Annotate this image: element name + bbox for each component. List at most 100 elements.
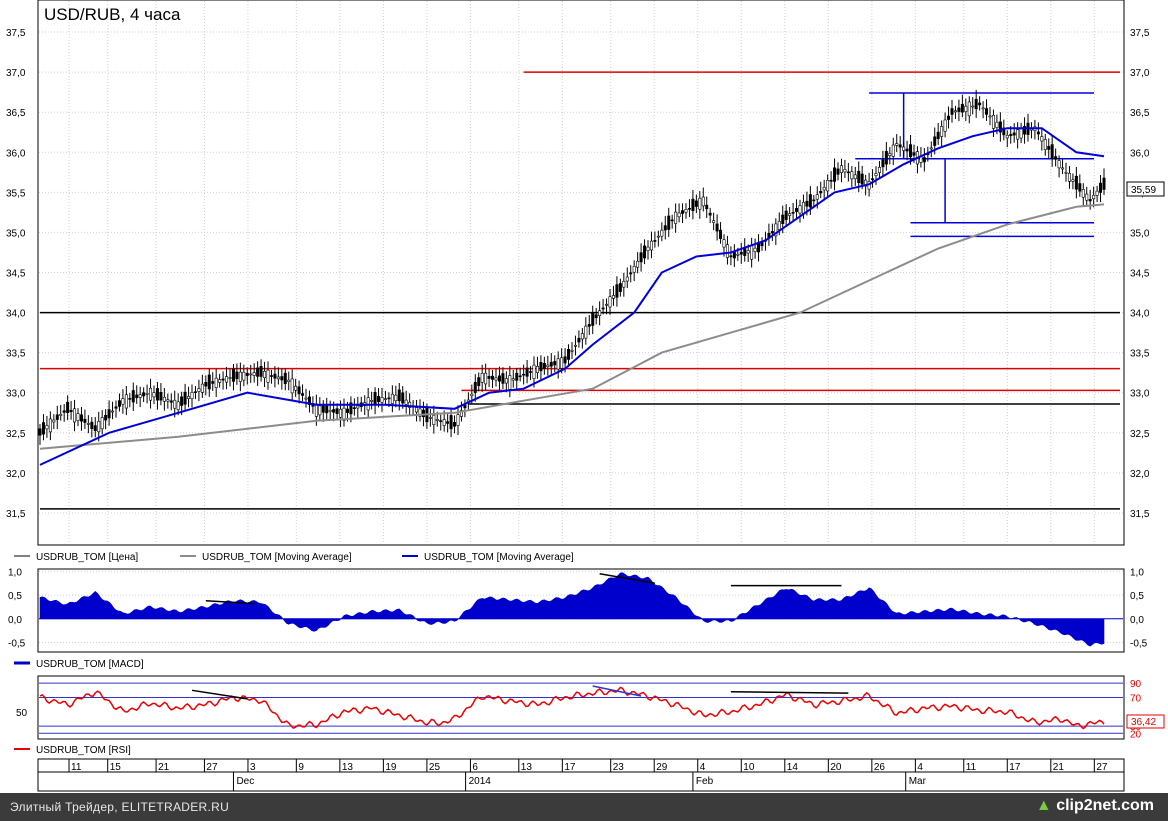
price-ytick-left: 37,5	[6, 28, 26, 39]
macd-ytick-right: 0,0	[1130, 615, 1144, 626]
price-candle	[504, 378, 508, 384]
month-tick-label: Dec	[236, 776, 254, 787]
price-candle	[553, 361, 557, 366]
price-candle	[273, 373, 277, 379]
date-tick-label: 26	[874, 762, 886, 773]
price-candle	[960, 103, 964, 113]
price-candle	[563, 356, 567, 364]
price-candle	[598, 310, 602, 316]
price-candle	[591, 312, 595, 326]
price-candle	[615, 284, 619, 298]
price-candle	[535, 365, 539, 373]
macd-ytick-right: 1,0	[1130, 567, 1144, 578]
price-candle	[909, 144, 913, 158]
price-candle	[408, 401, 412, 408]
date-tick-label: 19	[385, 762, 397, 773]
price-ytick-right: 36,5	[1130, 108, 1150, 119]
date-tick-label: 13	[342, 762, 354, 773]
price-candle	[950, 108, 954, 115]
price-candle	[242, 371, 246, 381]
price-candle	[518, 375, 522, 378]
price-candle	[342, 407, 346, 421]
date-tick-label: 13	[521, 762, 533, 773]
price-candle	[805, 200, 809, 207]
price-candle	[746, 250, 750, 254]
price-candle	[397, 389, 401, 402]
price-candle	[826, 180, 830, 192]
macd-divergence-line	[205, 600, 255, 605]
price-candle	[1081, 189, 1085, 198]
price-candle	[1057, 160, 1061, 169]
price-candle	[1054, 156, 1058, 160]
price-candle	[1092, 194, 1096, 200]
price-candle	[833, 167, 837, 182]
logo-arrow-icon: ▲	[1035, 797, 1052, 814]
date-tick-label: 9	[298, 762, 304, 773]
price-candle	[943, 119, 947, 132]
price-candle	[131, 390, 135, 403]
footer-logo[interactable]: ▲ clip2net.com	[1036, 797, 1154, 815]
rsi-line	[39, 686, 1105, 730]
price-candle	[978, 102, 982, 106]
price-candle	[629, 272, 633, 275]
price-candle	[936, 131, 940, 140]
price-candle	[750, 244, 754, 260]
price-candle	[532, 364, 536, 379]
price-candle	[819, 190, 823, 194]
price-legend: USDRUB_TOM [Цена] USDRUB_TOM [Moving Ave…	[14, 552, 574, 563]
date-tick-label: 17	[1009, 762, 1021, 773]
price-candle	[795, 208, 799, 212]
price-candle	[149, 387, 153, 401]
price-candle	[674, 211, 678, 224]
chart-title: USD/RUB, 4 часа	[44, 5, 181, 24]
price-candle	[73, 408, 77, 423]
price-candle	[104, 414, 108, 421]
price-candle	[432, 414, 436, 425]
price-candle	[1078, 183, 1082, 192]
date-tick-label: 27	[1096, 762, 1108, 773]
price-candle	[83, 418, 87, 423]
rsi-panel	[37, 675, 1125, 740]
price-ytick-right: 33,5	[1130, 349, 1150, 360]
price-candle	[681, 210, 685, 214]
price-candle	[622, 281, 626, 288]
price-candle	[314, 403, 318, 417]
price-candle	[1050, 144, 1054, 159]
series-line-short	[39, 127, 1105, 466]
price-candle	[940, 126, 944, 137]
price-candle	[922, 157, 926, 163]
price-ytick-left: 36,0	[6, 148, 26, 159]
price-candle	[1061, 167, 1065, 170]
price-candle	[121, 398, 125, 405]
price-candle	[957, 107, 961, 112]
price-ytick-right: 32,5	[1130, 429, 1150, 440]
price-candle	[470, 393, 474, 397]
price-candle	[777, 221, 781, 230]
price-candle	[276, 376, 280, 380]
price-candle	[352, 407, 356, 409]
footer-logo-text: clip2net.com	[1056, 797, 1154, 814]
price-candle	[511, 378, 515, 381]
price-candle	[985, 108, 989, 115]
price-candle	[138, 394, 142, 398]
price-candle	[383, 398, 387, 400]
rsi-last-value-box: 36,42	[1126, 714, 1165, 729]
price-candle	[301, 393, 305, 396]
price-candle	[135, 394, 139, 399]
price-candle	[705, 204, 709, 210]
price-candle	[964, 105, 968, 112]
price-candle	[38, 428, 42, 436]
legend-ma-long-label: USDRUB_TOM [Moving Average]	[202, 552, 352, 563]
price-candle	[611, 295, 615, 299]
price-candle	[79, 414, 83, 422]
price-candle	[449, 415, 453, 430]
price-ytick-left: 37,0	[6, 68, 26, 79]
price-candle	[801, 201, 805, 214]
price-candle	[1085, 193, 1089, 201]
legend-price-label: USDRUB_TOM [Цена]	[36, 552, 138, 563]
price-candle	[667, 215, 671, 230]
price-candle	[947, 115, 951, 120]
price-candle	[701, 196, 705, 207]
price-candle	[522, 373, 526, 376]
